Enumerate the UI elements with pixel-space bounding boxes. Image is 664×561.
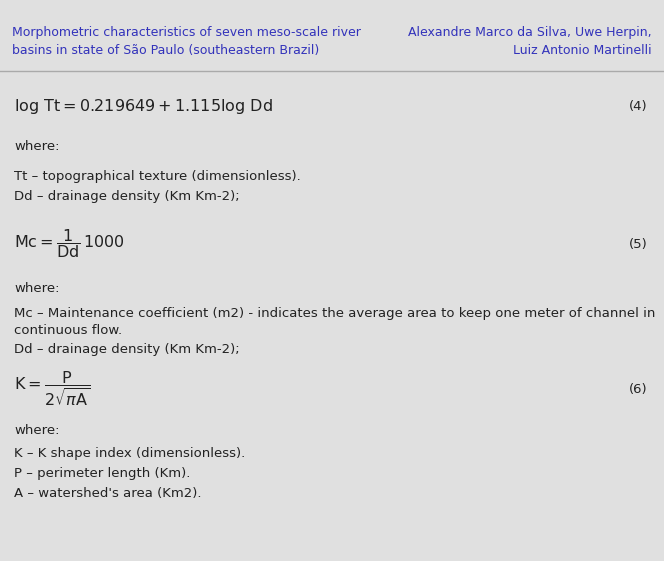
Text: $\mathrm{K} = \dfrac{\mathrm{P}}{2\sqrt{\pi\mathrm{A}}}$: $\mathrm{K} = \dfrac{\mathrm{P}}{2\sqrt{… [14, 370, 90, 408]
Text: (6): (6) [629, 383, 648, 396]
Text: where:: where: [14, 425, 60, 438]
Text: where:: where: [14, 282, 60, 295]
Text: K – K shape index (dimensionless).: K – K shape index (dimensionless). [14, 448, 245, 461]
Text: continuous flow.: continuous flow. [14, 324, 122, 338]
Text: Tt – topographical texture (dimensionless).: Tt – topographical texture (dimensionles… [14, 169, 301, 182]
Text: $\mathrm{Mc} = \dfrac{1}{\mathrm{Dd}}\,1000$: $\mathrm{Mc} = \dfrac{1}{\mathrm{Dd}}\,1… [14, 228, 125, 260]
Text: Morphometric characteristics of seven meso-scale river
basins in state of São Pa: Morphometric characteristics of seven me… [12, 25, 361, 57]
Text: where:: where: [14, 140, 60, 153]
Text: (5): (5) [629, 237, 648, 251]
Text: P – perimeter length (Km).: P – perimeter length (Km). [14, 467, 191, 481]
Text: $\log\,\mathrm{Tt} = 0.219649 + 1.115\log\,\mathrm{Dd}$: $\log\,\mathrm{Tt} = 0.219649 + 1.115\lo… [14, 96, 273, 116]
Text: Alexandre Marco da Silva, Uwe Herpin,
Luiz Antonio Martinelli: Alexandre Marco da Silva, Uwe Herpin, Lu… [408, 25, 652, 57]
Text: Mc – Maintenance coefficient (m2) - indicates the average area to keep one meter: Mc – Maintenance coefficient (m2) - indi… [14, 306, 655, 320]
Text: Dd – drainage density (Km Km-2);: Dd – drainage density (Km Km-2); [14, 343, 240, 356]
Text: Dd – drainage density (Km Km-2);: Dd – drainage density (Km Km-2); [14, 190, 240, 203]
Text: (4): (4) [629, 99, 648, 113]
Text: A – watershed's area (Km2).: A – watershed's area (Km2). [14, 488, 201, 500]
